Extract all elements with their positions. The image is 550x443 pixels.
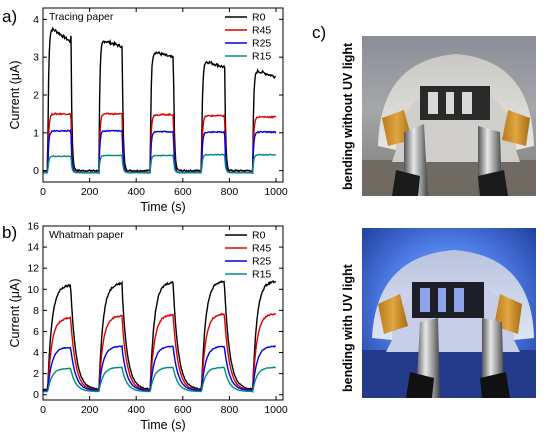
chart-b-legend-label-r0: R0 [252, 230, 266, 242]
chart-b-y-tick-label: 2 [33, 368, 39, 380]
chart-a-x-tick-label: 0 [40, 186, 46, 198]
chart-b-y-tick-label: 16 [27, 221, 39, 233]
chart-a-legend-label-r45: R45 [252, 25, 271, 37]
chart-b-x-tick-label: 0 [40, 404, 46, 416]
chart-b-y-tick-label: 12 [27, 263, 39, 275]
chart-b-ticks: 0 200 400 600 800 1000 0 2 4 6 8 10 12 14 16 [27, 221, 288, 417]
photo-label-bottom: bending with UV light [341, 263, 355, 392]
photo-with-uv [362, 228, 536, 398]
chart-a-y-tick-label: 2 [33, 90, 39, 102]
chart-a-x-tick-label: 600 [174, 186, 192, 198]
chart-b-x-tick-label: 600 [174, 404, 192, 416]
chart-a-y-tick-label: 0 [33, 165, 39, 177]
chart-b-x-axis-title: Time (s) [140, 418, 185, 432]
chart-a-y-tick-label: 3 [33, 52, 39, 64]
chart-a-legend-label-r15: R15 [252, 51, 271, 63]
chart-b-x-tick-label: 400 [127, 404, 145, 416]
chart-b-legend-label-r45: R45 [252, 243, 271, 255]
chart-b-whatman-paper: 0 200 400 600 800 1000 0 2 4 6 8 10 12 14 16 Whatman p… [8, 221, 288, 433]
chart-b-y-tick-label: 4 [33, 347, 39, 359]
chart-a-series-layer [43, 26, 277, 175]
chart-a-x-tick-label: 200 [81, 186, 99, 198]
chart-b-plot-frame [42, 225, 284, 401]
chart-a-x-tick-label: 400 [127, 186, 145, 198]
chart-a-legend-label-r0: R0 [252, 12, 266, 24]
panel-letter-b: b) [2, 223, 17, 242]
photo-label-top: bending without UV light [341, 42, 355, 190]
chart-b-legend-label-r25: R25 [252, 256, 271, 268]
chart-b-series-r15 [43, 366, 276, 393]
photo-without-uv [362, 36, 536, 196]
chart-b-y-axis-title: Current (μA) [8, 278, 22, 347]
panel-letter-c: c) [312, 23, 326, 42]
chart-a-series-r25 [43, 128, 277, 175]
chart-b-series-r25 [43, 344, 277, 392]
chart-b-x-tick-label: 1000 [264, 404, 288, 416]
chart-a-series-r15 [43, 153, 277, 174]
chart-a-legend-label-r25: R25 [252, 38, 271, 50]
chart-b-series-r0 [43, 279, 277, 393]
chart-b-y-tick-label: 0 [33, 389, 39, 401]
chart-b-y-tick-label: 10 [27, 284, 39, 296]
chart-a-x-tick-label: 1000 [264, 186, 288, 198]
chart-b-x-tick-label: 200 [81, 404, 99, 416]
chart-a-title: Tracing paper [49, 11, 114, 23]
chart-a-x-axis-title: Time (s) [140, 200, 185, 214]
chart-a-x-tick-label: 800 [221, 186, 239, 198]
chart-b-x-tick-label: 800 [221, 404, 239, 416]
chart-b-series-r45 [43, 312, 277, 394]
chart-b-series-layer [43, 279, 277, 394]
chart-b-title: Whatman paper [49, 229, 124, 241]
chart-a-tracing-paper: 0 200 400 600 800 1000 0 1 2 3 4 Tracing paper Tim… [8, 7, 288, 214]
chart-b-legend-label-r15: R15 [252, 269, 271, 281]
chart-b-y-tick-label: 14 [27, 242, 39, 254]
chart-a-y-tick-label: 1 [33, 127, 39, 139]
chart-b-y-tick-label: 6 [33, 326, 39, 338]
chart-a-series-r45 [43, 112, 277, 174]
chart-a-y-tick-label: 4 [33, 14, 39, 26]
chart-a-ticks: 0 200 400 600 800 1000 0 1 2 3 4 [33, 8, 288, 198]
chart-a-series-r0 [43, 26, 277, 173]
chart-a-y-axis-title: Current (μA) [8, 60, 22, 129]
chart-b-y-tick-label: 8 [33, 305, 39, 317]
panel-letter-a: a) [2, 7, 17, 26]
